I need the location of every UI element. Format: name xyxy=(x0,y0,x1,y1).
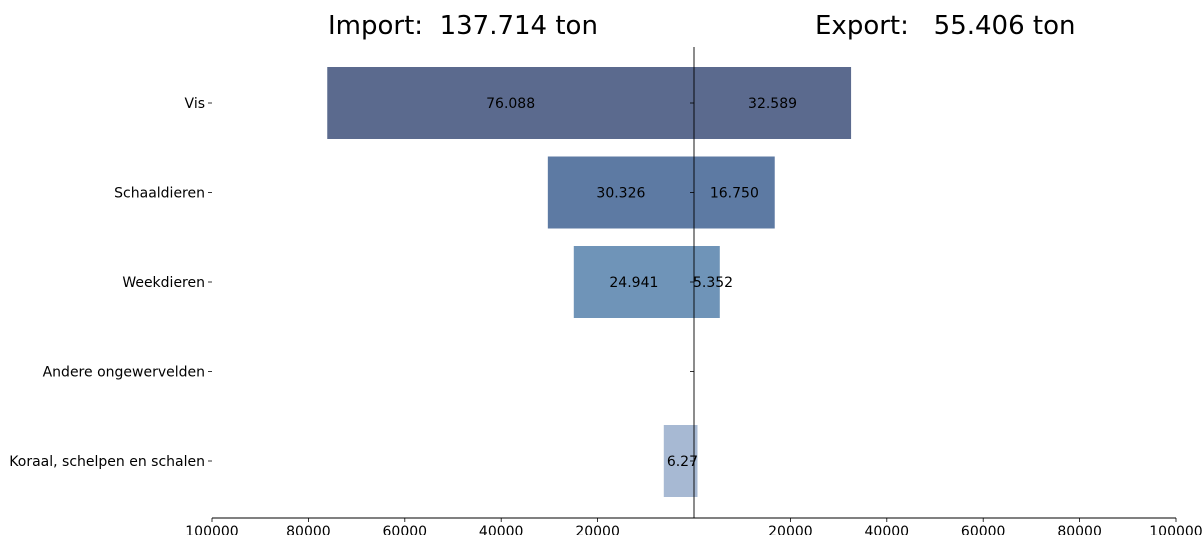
category-label-4: Andere ongewervelden xyxy=(43,365,205,381)
x-tick-label-left-2: 80000 xyxy=(286,524,331,535)
x-tick-label-right-3: 60000 xyxy=(961,524,1006,535)
x-tick-label-left-5: 20000 xyxy=(575,524,620,535)
import-bar-1 xyxy=(327,67,694,139)
category-label-5: Koraal, schelpen en schalen xyxy=(9,454,205,470)
export-value-label-2: 16.750 xyxy=(710,186,759,202)
import-value-label-5: 6.27 xyxy=(667,454,698,470)
x-tick-label-left-1: 100000 xyxy=(185,524,238,535)
export-title: Export: 55.406 ton xyxy=(815,11,1075,41)
import-title: Import: 137.714 ton xyxy=(328,11,598,41)
export-value-label-1: 32.589 xyxy=(748,96,797,112)
x-tick-label-left-4: 40000 xyxy=(479,524,524,535)
import-value-label-3: 24.941 xyxy=(609,275,658,291)
import-bar-5 xyxy=(663,425,694,497)
export-bar-2 xyxy=(694,156,775,229)
import-bar-3 xyxy=(573,246,694,318)
x-tick-label-right-2: 40000 xyxy=(865,524,910,535)
category-label-3: Weekdieren xyxy=(122,275,205,291)
import-value-label-2: 30.326 xyxy=(596,186,645,202)
import-bar-2 xyxy=(547,156,694,229)
category-label-2: Schaaldieren xyxy=(114,186,205,202)
x-tick-label-right-1: 20000 xyxy=(768,524,813,535)
plot-area: Vis 76.088 32.589 Schaaldieren 30.326 16.750 W… xyxy=(9,47,1203,535)
x-tick-label-left-3: 60000 xyxy=(383,524,428,535)
x-tick-label-right-5: 100000 xyxy=(1149,524,1202,535)
x-tick-label-right-4: 80000 xyxy=(1057,524,1102,535)
import-value-label-1: 76.088 xyxy=(486,96,535,112)
export-bar-3 xyxy=(694,246,720,318)
export-value-label-3: 5.352 xyxy=(693,275,733,291)
category-label-1: Vis xyxy=(185,96,205,112)
export-bar-5 xyxy=(694,425,698,497)
export-bar-1 xyxy=(694,67,852,139)
